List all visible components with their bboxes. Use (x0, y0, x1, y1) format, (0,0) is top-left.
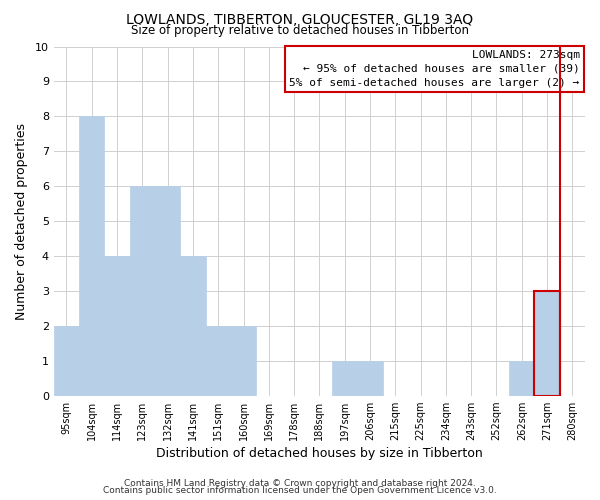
Bar (535, 291, 560, 396)
Bar (155, 186, 180, 396)
Bar (358, 361, 383, 396)
Bar (54, 326, 79, 396)
Text: Size of property relative to detached houses in Tibberton: Size of property relative to detached ho… (131, 24, 469, 37)
Bar (130, 186, 155, 396)
Bar (332, 361, 358, 396)
Bar (509, 361, 535, 396)
Bar (104, 256, 130, 396)
Text: LOWLANDS, TIBBERTON, GLOUCESTER, GL19 3AQ: LOWLANDS, TIBBERTON, GLOUCESTER, GL19 3A… (127, 12, 473, 26)
Text: LOWLANDS: 273sqm
← 95% of detached houses are smaller (39)
5% of semi-detached h: LOWLANDS: 273sqm ← 95% of detached house… (289, 50, 580, 88)
X-axis label: Distribution of detached houses by size in Tibberton: Distribution of detached houses by size … (156, 447, 483, 460)
Y-axis label: Number of detached properties: Number of detached properties (15, 122, 28, 320)
Bar (180, 256, 206, 396)
Bar (206, 326, 231, 396)
Bar (79, 116, 104, 396)
Bar (231, 326, 256, 396)
Text: Contains HM Land Registry data © Crown copyright and database right 2024.: Contains HM Land Registry data © Crown c… (124, 478, 476, 488)
Text: Contains public sector information licensed under the Open Government Licence v3: Contains public sector information licen… (103, 486, 497, 495)
